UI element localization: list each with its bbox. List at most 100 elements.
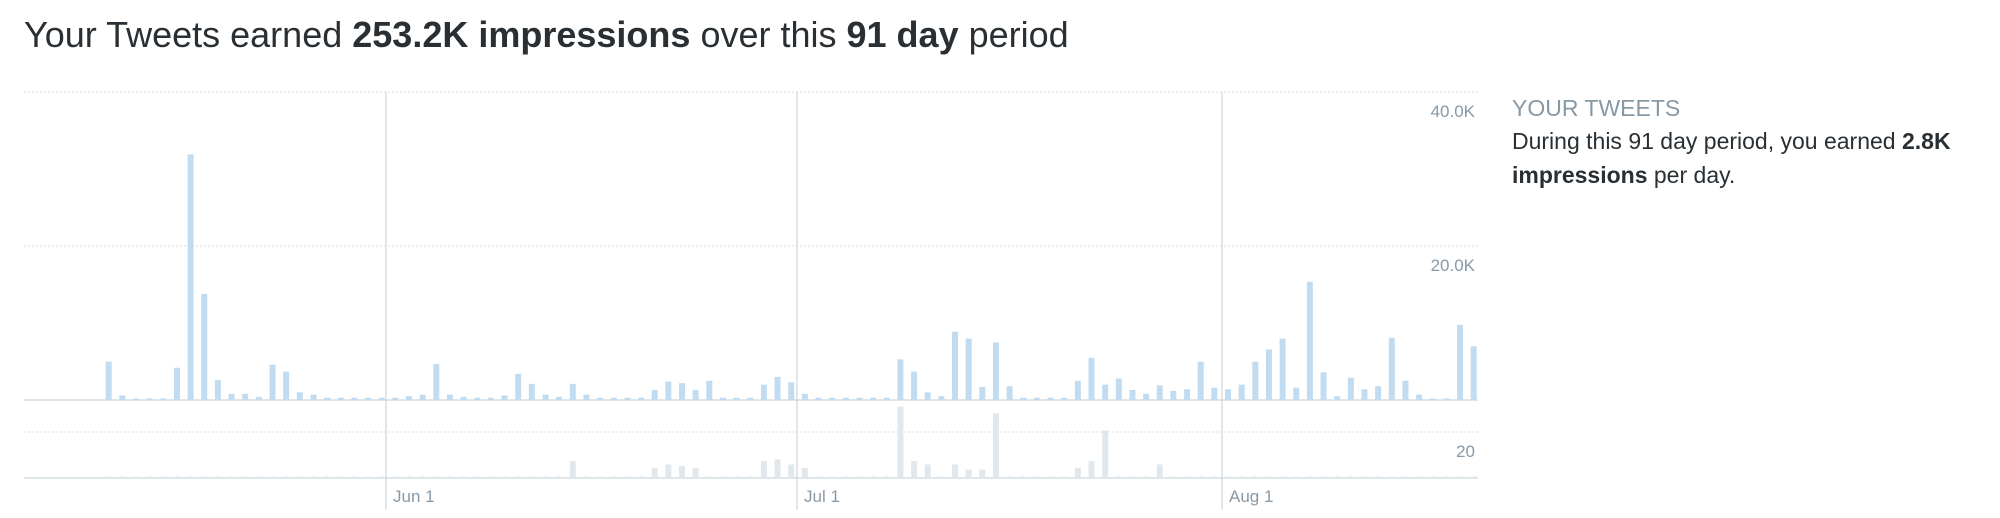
engagement-bar: [365, 476, 372, 478]
engagement-bar: [1047, 476, 1054, 478]
engagement-bar: [1457, 476, 1464, 478]
impressions-bar: [1320, 372, 1327, 400]
your-tweets-text: During this 91 day period, you earned 2.…: [1512, 124, 1982, 192]
engagement-bar: [1197, 476, 1204, 478]
impressions-bar: [119, 395, 126, 400]
headline-impressions: 253.2K impressions: [352, 14, 691, 55]
impressions-bar: [1225, 389, 1231, 400]
engagement-bar: [214, 476, 221, 478]
impressions-bar: [897, 359, 904, 400]
impressions-bar: [214, 380, 221, 400]
impressions-bar: [1061, 397, 1068, 400]
summary-suffix: per day.: [1653, 162, 1736, 188]
engagement-bar: [829, 476, 836, 478]
impressions-bar: [1470, 346, 1477, 400]
engagement-bar: [1061, 476, 1068, 478]
impressions-bar: [788, 382, 795, 400]
impressions-bar: [665, 381, 672, 400]
engagement-bar: [597, 476, 604, 478]
impressions-bar: [1416, 394, 1423, 400]
impressions-bar: [1252, 361, 1259, 400]
engagement-bar: [105, 476, 112, 478]
impressions-bar: [133, 398, 139, 400]
engagement-bar: [938, 476, 945, 478]
y-tick-label: 40.0K: [1431, 102, 1476, 121]
impressions-bar: [173, 367, 180, 400]
engagement-bar: [1225, 476, 1231, 478]
y-tick-label: 20: [1456, 442, 1475, 461]
engagement-bar: [1238, 476, 1245, 478]
impressions-bar: [1375, 386, 1382, 400]
engagement-bar: [1211, 476, 1218, 478]
impressions-bar: [310, 394, 317, 400]
engagement-bar: [1334, 476, 1341, 478]
engagement-bar: [1129, 476, 1136, 478]
x-tick-label: Jun 1: [393, 487, 435, 506]
impressions-bar: [255, 396, 262, 400]
engagement-bar: [1074, 467, 1081, 478]
engagement-bar: [515, 476, 522, 478]
your-tweets-summary: YOUR TWEETS During this 91 day period, y…: [1512, 92, 1982, 192]
impressions-bar: [242, 393, 249, 400]
engagement-bar: [1375, 476, 1382, 478]
impressions-bar: [351, 397, 358, 400]
engagement-bar: [201, 476, 208, 478]
engagement-bar: [296, 476, 303, 478]
engagement-bar: [638, 476, 645, 478]
impressions-bar: [679, 383, 685, 400]
engagement-bar: [133, 476, 139, 478]
impressions-bar: [392, 397, 399, 400]
engagement-bar: [719, 476, 726, 478]
impressions-bar: [1347, 377, 1354, 400]
engagement-bar: [283, 476, 290, 478]
engagement-bar: [269, 476, 276, 478]
engagement-bar: [883, 476, 890, 478]
impressions-bar: [1156, 385, 1163, 400]
headline-middle: over this: [700, 14, 837, 55]
impressions-bar: [1238, 384, 1245, 400]
engagement-bar: [419, 476, 426, 478]
impressions-bar: [228, 393, 235, 400]
engagement-bar: [569, 461, 576, 478]
engagement-bar: [187, 476, 194, 478]
impressions-bar: [1265, 349, 1272, 400]
impressions-bar: [1170, 390, 1177, 400]
impressions-bar: [651, 390, 658, 400]
engagement-bars: [105, 406, 1477, 478]
engagement-bar: [1388, 476, 1395, 478]
headline-prefix: Your Tweets earned: [24, 14, 343, 55]
impressions-bar: [870, 397, 877, 400]
impressions-bar: [979, 386, 986, 400]
impressions-bar: [719, 397, 726, 400]
impressions-bar: [1334, 396, 1341, 400]
impressions-bar: [610, 397, 617, 400]
engagement-bar: [1184, 476, 1191, 478]
engagement-bar: [1279, 476, 1286, 478]
engagement-bar: [1470, 476, 1477, 478]
impressions-bar: [501, 395, 508, 400]
impressions-bar: [406, 396, 412, 400]
impressions-bar: [160, 398, 167, 400]
engagement-bar: [433, 476, 440, 478]
engagement-bar: [733, 476, 740, 478]
impressions-bar: [992, 342, 999, 400]
engagement-bar: [1320, 476, 1327, 478]
engagement-bar: [1115, 476, 1122, 478]
impressions-bar: [1047, 397, 1054, 400]
summary-per-day-value: 2.8K impressions: [1512, 128, 1951, 188]
engagement-bar: [1033, 476, 1040, 478]
engagement-bar: [583, 476, 590, 478]
engagement-bar: [1020, 476, 1027, 478]
impressions-bar: [1143, 393, 1150, 400]
engagement-bar: [1429, 476, 1436, 478]
engagement-bar: [979, 469, 986, 478]
engagement-bar: [255, 476, 262, 478]
engagement-bar: [788, 464, 795, 478]
impressions-bar: [378, 397, 385, 400]
impressions-bar: [433, 363, 440, 400]
impressions-headline: Your Tweets earned 253.2K impressions ov…: [24, 10, 1069, 60]
engagement-bar: [487, 476, 494, 478]
engagement-bar: [1402, 476, 1409, 478]
impressions-bar: [1306, 281, 1313, 400]
impressions-bar: [1279, 338, 1286, 400]
